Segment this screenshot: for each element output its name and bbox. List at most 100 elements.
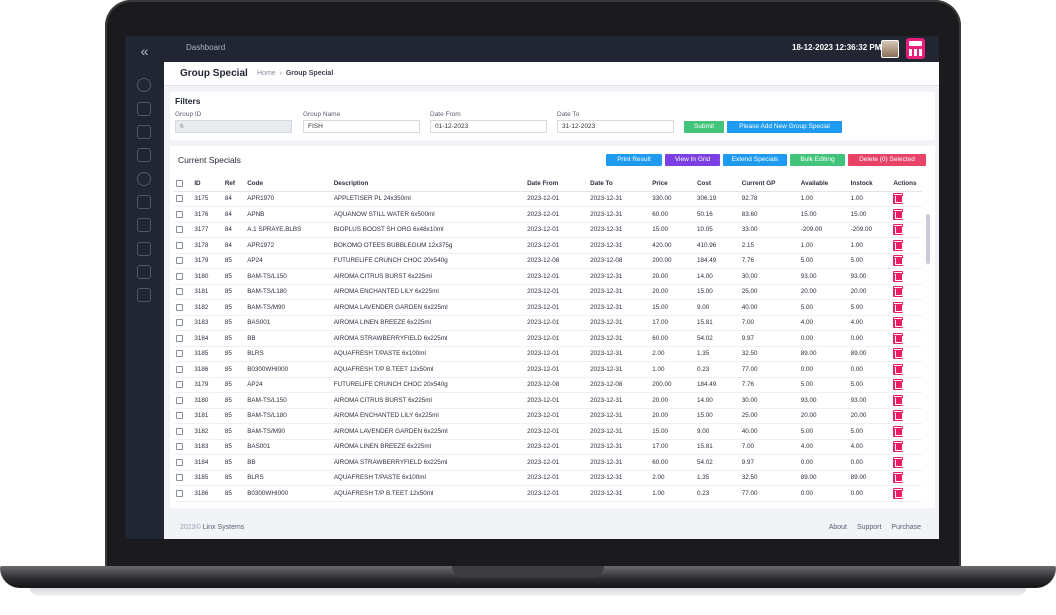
row-checkbox[interactable]: [176, 458, 183, 466]
breadcrumb-home[interactable]: Home: [257, 70, 276, 77]
col-instock[interactable]: Instock: [848, 177, 892, 192]
footer-link-about[interactable]: About: [828, 524, 847, 531]
table-row: 3180 85 BAM-TS/L150 AIROMA CITRUS BURST 6x2…: [174, 392, 922, 409]
table-row: 3178 84 APR1972 BOKOMO OTEES BUBBLEGUM 12x3…: [174, 237, 922, 254]
row-checkbox[interactable]: [176, 489, 183, 497]
row-checkbox[interactable]: [176, 396, 183, 404]
cell-cost: 10.05: [695, 222, 740, 238]
trash-icon[interactable]: [893, 410, 904, 422]
table-scrollbar[interactable]: [926, 214, 930, 264]
trash-icon[interactable]: [893, 332, 904, 344]
col-code[interactable]: Code: [245, 177, 332, 192]
submit-button[interactable]: Submit: [684, 121, 724, 133]
row-checkbox[interactable]: [176, 334, 183, 342]
cart-icon[interactable]: [137, 148, 151, 162]
calendar-icon[interactable]: [137, 288, 151, 302]
row-checkbox[interactable]: [176, 350, 183, 358]
trash-icon[interactable]: [893, 348, 904, 360]
row-checkbox[interactable]: [176, 474, 183, 482]
col-date-to[interactable]: Date To: [588, 177, 651, 192]
trash-icon[interactable]: [893, 208, 904, 220]
row-checkbox[interactable]: [176, 427, 183, 435]
trash-icon[interactable]: [893, 317, 904, 329]
trash-icon[interactable]: [893, 239, 904, 251]
cell-available: 93.00: [798, 268, 849, 285]
trash-icon[interactable]: [893, 394, 904, 406]
trash-icon[interactable]: [893, 456, 904, 468]
extend-specials-button[interactable]: Extend Specials: [723, 154, 787, 166]
trash-icon[interactable]: [893, 472, 904, 484]
trash-icon[interactable]: [893, 224, 904, 236]
trash-icon[interactable]: [893, 255, 904, 267]
cell-date-from: 2023-12-01: [525, 330, 589, 347]
trash-icon[interactable]: [893, 487, 904, 499]
date-to-field[interactable]: 31-12-2023: [557, 120, 674, 133]
row-checkbox[interactable]: [176, 303, 183, 311]
settings-icon[interactable]: [137, 102, 151, 116]
row-checkbox[interactable]: [176, 241, 183, 249]
print-result-button[interactable]: Print Result: [606, 154, 662, 166]
cell-cost: 9.00: [695, 299, 740, 316]
dashboard-icon[interactable]: [137, 78, 151, 92]
footer-link-purchase[interactable]: Purchase: [891, 524, 921, 531]
row-checkbox[interactable]: [176, 412, 183, 420]
calculator-icon[interactable]: [906, 38, 925, 59]
group-name-field[interactable]: FISH: [303, 120, 420, 133]
col-id[interactable]: ID: [192, 177, 223, 192]
trash-icon[interactable]: [893, 441, 904, 453]
cell-instock: 93.00: [848, 392, 892, 409]
topbar-breadcrumb[interactable]: Dashboard: [186, 43, 226, 52]
trash-icon[interactable]: [893, 270, 904, 282]
cell-code: AP24: [245, 377, 332, 393]
row-checkbox[interactable]: [176, 272, 183, 280]
date-from-field[interactable]: 01-12-2023: [430, 120, 547, 133]
date-from-label: Date From: [430, 111, 461, 118]
trash-icon[interactable]: [893, 363, 904, 375]
row-checkbox[interactable]: [176, 381, 183, 389]
col-price[interactable]: Price: [650, 177, 695, 192]
row-checkbox[interactable]: [176, 288, 183, 296]
cell-date-to: 2023-12-31: [588, 299, 651, 316]
cell-price: 60.00: [650, 330, 695, 347]
cell-cost: 15.81: [695, 439, 740, 455]
row-checkbox[interactable]: [176, 365, 183, 373]
col-description[interactable]: Description: [331, 177, 526, 192]
row-checkbox[interactable]: [176, 226, 183, 234]
select-all-checkbox[interactable]: [176, 180, 183, 188]
trash-icon[interactable]: [893, 286, 904, 298]
cell-id: 3176: [192, 206, 223, 223]
row-checkbox[interactable]: [176, 195, 183, 203]
avatar[interactable]: [881, 40, 899, 58]
row-checkbox[interactable]: [176, 443, 183, 451]
col-ref[interactable]: Ref: [222, 177, 246, 192]
footer-link-support[interactable]: Support: [856, 524, 882, 531]
trash-icon[interactable]: [893, 379, 904, 391]
filters-heading: Filters: [175, 96, 201, 106]
delete-selected-button[interactable]: Delete (0) Selected: [848, 154, 926, 166]
inbox-icon[interactable]: [137, 195, 151, 209]
trash-icon[interactable]: [893, 193, 904, 205]
row-checkbox[interactable]: [176, 210, 183, 218]
bulk-editing-button[interactable]: Bulk Editing: [790, 154, 845, 166]
user-group-icon[interactable]: [137, 218, 151, 232]
col-date-from[interactable]: Date From: [525, 177, 589, 192]
cell-id: 3184: [192, 454, 223, 471]
col-available[interactable]: Available: [798, 177, 849, 192]
chat-icon[interactable]: [137, 125, 151, 139]
report-icon[interactable]: [137, 265, 151, 279]
collapse-icon[interactable]: «: [140, 43, 149, 59]
globe-icon[interactable]: [137, 172, 151, 186]
trash-icon[interactable]: [893, 301, 904, 313]
footer-company[interactable]: Linx Systems: [202, 524, 245, 531]
view-in-grid-button[interactable]: View In Grid: [665, 154, 720, 166]
cell-date-to: 2023-12-31: [588, 315, 651, 331]
people-icon[interactable]: [137, 242, 151, 256]
row-checkbox[interactable]: [176, 319, 183, 327]
cell-instock: 4.00: [848, 315, 892, 331]
col-current-gp[interactable]: Current GP: [739, 177, 799, 192]
col-cost[interactable]: Cost: [695, 177, 740, 192]
trash-icon[interactable]: [893, 425, 904, 437]
row-checkbox[interactable]: [176, 257, 183, 265]
cell-current-gp: 9.97: [739, 454, 799, 471]
add-group-special-button[interactable]: Please Add New Group Special: [727, 121, 842, 133]
